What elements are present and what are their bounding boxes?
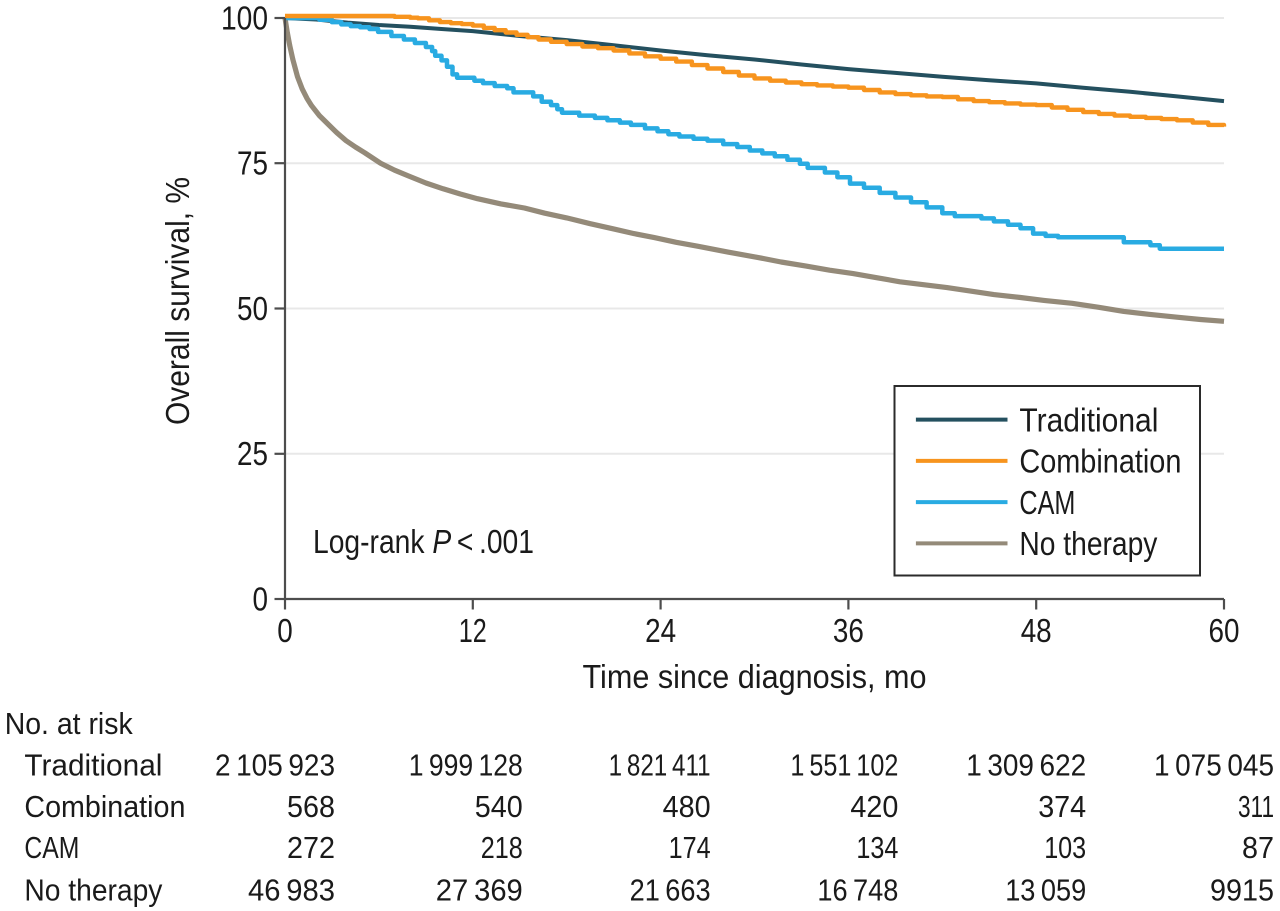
svg-text:CAM: CAM <box>24 830 79 865</box>
svg-text:60: 60 <box>1209 612 1240 649</box>
svg-text:0: 0 <box>277 612 293 649</box>
svg-text:568: 568 <box>287 789 335 824</box>
svg-text:24: 24 <box>645 612 676 649</box>
svg-text:480: 480 <box>663 789 711 824</box>
svg-text:174: 174 <box>669 830 711 865</box>
svg-text:540: 540 <box>475 789 523 824</box>
svg-text:25: 25 <box>237 435 268 472</box>
svg-text:21 663: 21 663 <box>630 872 711 907</box>
svg-text:2 105 923: 2 105 923 <box>215 747 335 782</box>
svg-text:Time since diagnosis, mo: Time since diagnosis, mo <box>583 658 927 695</box>
svg-text:134: 134 <box>856 830 898 865</box>
svg-text:374: 374 <box>1038 789 1086 824</box>
svg-text:272: 272 <box>287 830 335 865</box>
svg-text:27 369: 27 369 <box>436 872 523 907</box>
svg-text:46 983: 46 983 <box>248 872 335 907</box>
svg-text:No therapy: No therapy <box>24 872 162 907</box>
svg-text:Traditional: Traditional <box>24 747 162 782</box>
svg-text:No. at risk: No. at risk <box>5 706 133 741</box>
svg-text:1 075 045: 1 075 045 <box>1154 747 1274 782</box>
svg-text:1 309 622: 1 309 622 <box>966 747 1086 782</box>
svg-text:Combination: Combination <box>24 789 185 824</box>
svg-text:420: 420 <box>850 789 898 824</box>
svg-text:0: 0 <box>253 580 269 617</box>
svg-text:311: 311 <box>1238 789 1274 824</box>
svg-text:No therapy: No therapy <box>1019 525 1157 562</box>
svg-text:16 748: 16 748 <box>817 872 898 907</box>
svg-text:12: 12 <box>459 612 487 649</box>
svg-text:218: 218 <box>481 830 523 865</box>
svg-text:13 059: 13 059 <box>1005 872 1086 907</box>
svg-text:1 551 102: 1 551 102 <box>790 747 898 782</box>
svg-text:Log-rank P < .001: Log-rank P < .001 <box>313 523 534 560</box>
svg-text:50: 50 <box>237 290 268 327</box>
svg-text:1 821 411: 1 821 411 <box>609 747 711 782</box>
svg-text:1 999 128: 1 999 128 <box>409 747 523 782</box>
svg-text:100: 100 <box>221 0 268 36</box>
svg-text:9915: 9915 <box>1210 872 1274 907</box>
svg-text:Overall survival, %: Overall survival, % <box>159 177 196 425</box>
svg-text:75: 75 <box>237 145 268 182</box>
svg-text:Traditional: Traditional <box>1019 401 1158 438</box>
svg-text:87: 87 <box>1242 830 1274 865</box>
svg-text:CAM: CAM <box>1019 484 1075 521</box>
svg-text:Combination: Combination <box>1019 443 1181 480</box>
svg-text:48: 48 <box>1021 612 1052 649</box>
svg-text:36: 36 <box>833 612 864 649</box>
svg-text:103: 103 <box>1044 830 1086 865</box>
